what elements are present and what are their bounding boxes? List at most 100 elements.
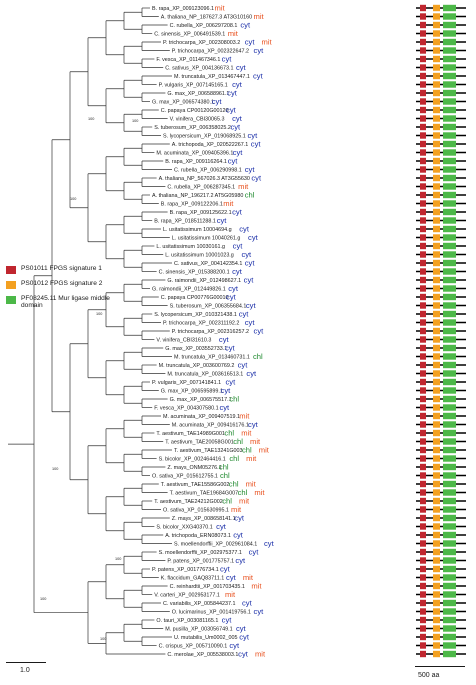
sig1-domain bbox=[420, 89, 426, 97]
sig1-domain bbox=[420, 327, 426, 335]
sig2-domain bbox=[433, 81, 440, 88]
sig1-domain bbox=[420, 81, 426, 88]
localization-tag: cyt bbox=[248, 420, 259, 429]
sig1-domain bbox=[420, 412, 426, 420]
sig2-domain bbox=[433, 132, 440, 139]
mur-ligase-domain bbox=[443, 548, 456, 556]
sig1-domain bbox=[420, 344, 426, 352]
localization-tag: mit bbox=[246, 454, 257, 463]
leaf-label: C. sativus_XP_004142354.1 bbox=[174, 261, 242, 267]
leaf-label: V. carteri_XP_002953177.1 bbox=[154, 593, 220, 599]
mur-ligase-domain bbox=[443, 225, 456, 233]
localization-tag: cyt bbox=[219, 335, 230, 344]
localization-tag: cyt bbox=[227, 89, 238, 98]
mur-ligase-domain bbox=[443, 200, 456, 207]
leaf-label: P. patens_XP_001775757.1 bbox=[167, 559, 234, 565]
leaf-label: C. variabilis_XP_005844237.1 bbox=[163, 601, 236, 607]
localization-tag: cyt bbox=[238, 650, 249, 659]
leaf-label: L. usitatissimum 10040261.g bbox=[172, 236, 241, 242]
sig1-domain bbox=[420, 395, 426, 403]
sig1-domain bbox=[420, 4, 426, 12]
sig2-domain bbox=[433, 506, 440, 513]
localization-tag: chl bbox=[219, 463, 229, 472]
leaf-label: G. max_XP_006588961.1 bbox=[167, 91, 229, 97]
localization-tag: cyt bbox=[226, 573, 237, 582]
sig2-domain bbox=[433, 353, 440, 360]
mur-ligase-domain bbox=[443, 259, 456, 267]
mur-ligase-domain bbox=[443, 13, 456, 20]
localization-tag: chl bbox=[229, 395, 239, 404]
leaf-label: V. vinifera_CBI31610.3 bbox=[156, 338, 211, 344]
sig2-domain bbox=[433, 55, 440, 63]
sig2-domain bbox=[433, 412, 440, 420]
localization-tag: cyt bbox=[254, 46, 265, 55]
mur-ligase-domain bbox=[443, 285, 456, 292]
localization-tag: mit bbox=[215, 4, 226, 13]
mur-ligase-domain bbox=[443, 310, 456, 318]
legend-label: PS01012 FPGS signature 2 bbox=[21, 280, 103, 287]
mur-ligase-domain bbox=[443, 217, 456, 224]
leaf-label: M. truncatula_XP_003616513.1 bbox=[167, 372, 243, 378]
mur-ligase-domain bbox=[443, 625, 456, 632]
sig2-domain bbox=[433, 608, 440, 615]
sig1-domain bbox=[420, 115, 426, 122]
sig2-domain bbox=[433, 64, 440, 71]
sig1-domain bbox=[420, 234, 426, 241]
sig1-domain bbox=[420, 421, 426, 428]
sig2-domain bbox=[433, 4, 440, 12]
leaf-label: S. tuberosum_XP_006358025.2 bbox=[154, 125, 231, 131]
sig1-domain bbox=[420, 489, 426, 496]
mur-ligase-domain bbox=[443, 463, 456, 471]
mur-ligase-domain bbox=[443, 21, 456, 29]
sig2-domain bbox=[433, 166, 440, 173]
localization-tag: mit bbox=[246, 480, 257, 489]
sig2-domain bbox=[433, 497, 440, 505]
localization-tag: chl bbox=[229, 480, 239, 489]
sig1-domain bbox=[420, 259, 426, 267]
leaf-label: P. trichocarpa_XP_002308003.2 bbox=[163, 40, 240, 46]
sig1-domain bbox=[420, 191, 426, 199]
leaf-label: M. truncatula_XP_013467447.1 bbox=[174, 74, 250, 80]
leaf-label: A. trichopoda_ERN08073.1 bbox=[165, 533, 231, 539]
mur-ligase-domain bbox=[443, 489, 456, 496]
leaf-label: T. aestivum_TAE13241G003 bbox=[174, 448, 243, 454]
domain-scale-bar bbox=[415, 666, 465, 667]
localization-tag: cyt bbox=[232, 267, 243, 276]
mur-ligase-domain bbox=[443, 412, 456, 420]
sig1-domain bbox=[420, 98, 426, 105]
leaf-label: C. crispus_XP_005710090.1 bbox=[159, 644, 228, 650]
sig2-domain bbox=[433, 429, 440, 437]
leaf-label: M. pusilla_XP_003056749.1 bbox=[165, 627, 232, 633]
mur-ligase-domain bbox=[443, 344, 456, 352]
localization-tag: cyt bbox=[233, 148, 244, 157]
sig1-domain bbox=[420, 47, 426, 54]
localization-tag: cyt bbox=[245, 38, 256, 47]
localization-tag: mit bbox=[250, 437, 261, 446]
localization-tag: cyt bbox=[222, 55, 233, 64]
leaf-label: P. trichocarpa_XP_002322647.2 bbox=[172, 49, 249, 55]
localization-tag: mit bbox=[239, 412, 250, 421]
localization-tag: cyt bbox=[217, 216, 228, 225]
localization-tag: cyt bbox=[244, 276, 255, 285]
sig2-domain bbox=[433, 191, 440, 199]
leaf-label: S. bicolor_XP_002464416.1 bbox=[159, 457, 226, 463]
localization-tag: mit bbox=[251, 582, 262, 591]
leaf-label: C. rubella_XP_006290998.1 bbox=[174, 168, 242, 174]
leaf-label: T. aestivum_TAE14989G001 bbox=[156, 431, 225, 437]
sig1-domain bbox=[420, 480, 426, 488]
sig2-domain bbox=[433, 217, 440, 224]
sig1-domain bbox=[420, 463, 426, 471]
leaf-label: M. truncatula_XP_013460731.1 bbox=[174, 355, 250, 361]
bootstrap-value: 100 bbox=[132, 119, 138, 123]
localization-tag: cyt bbox=[221, 386, 232, 395]
sig2-domain bbox=[433, 540, 440, 547]
localization-tag: cyt bbox=[254, 607, 265, 616]
mur-ligase-domain bbox=[443, 514, 456, 522]
mur-ligase-domain bbox=[443, 191, 456, 199]
leaf-label: L. usitatissimum 10030161.g bbox=[156, 244, 225, 250]
sig1-domain bbox=[420, 574, 426, 581]
mur-ligase-domain bbox=[443, 132, 456, 139]
localization-tag: cyt bbox=[233, 531, 244, 540]
leaf-label: C. reinhardtii_XP_001703435.1 bbox=[170, 584, 245, 590]
